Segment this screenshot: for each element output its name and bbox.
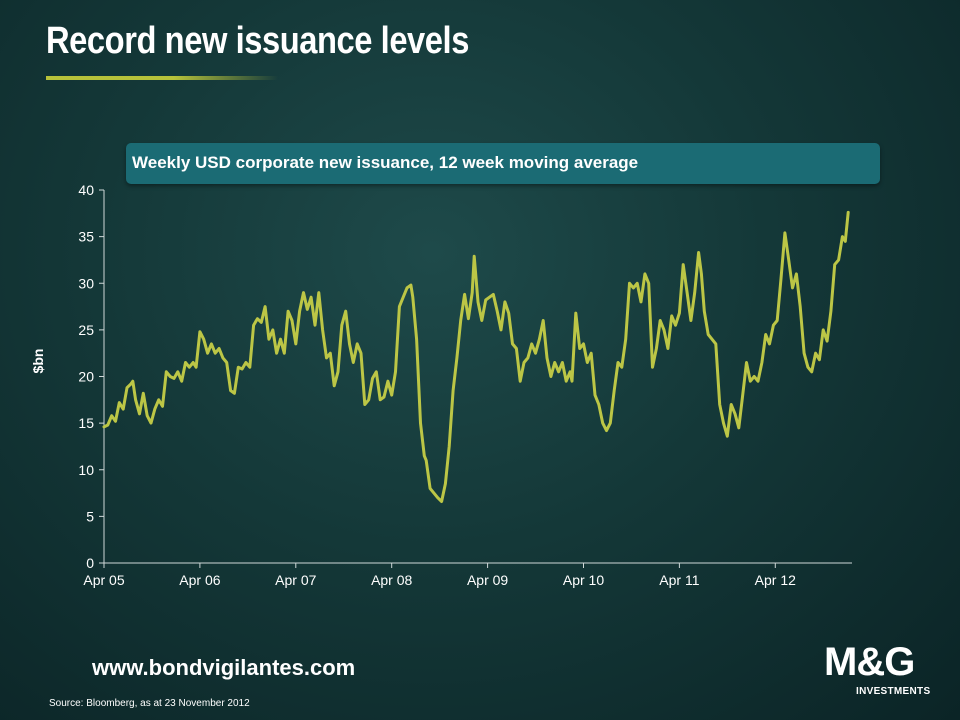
- title-underline: [46, 76, 278, 80]
- x-tick-label: Apr 07: [275, 572, 316, 588]
- x-tick-label: Apr 10: [563, 572, 604, 588]
- x-ticks: Apr 05 Apr 06 Apr 07 Apr 08 Apr 09 Apr 10 Apr …: [83, 563, 796, 588]
- y-ticks: 0 5 10 15 20 25 30 35 40: [78, 182, 104, 571]
- y-tick-label: 10: [78, 462, 94, 478]
- x-tick-label: Apr 06: [179, 572, 220, 588]
- y-tick-label: 40: [78, 182, 94, 198]
- x-tick-label: Apr 12: [755, 572, 796, 588]
- x-tick-label: Apr 05: [83, 572, 124, 588]
- y-tick-label: 30: [78, 275, 94, 291]
- website-url[interactable]: www.bondvigilantes.com: [92, 655, 356, 680]
- mg-investments-logo: M&G INVESTMENTS: [824, 640, 938, 702]
- x-tick-label: Apr 11: [659, 572, 699, 588]
- y-tick-label: 25: [78, 322, 94, 338]
- chart-axes: [103, 190, 852, 564]
- page-title: Record new issuance levels: [46, 20, 469, 62]
- series-line: [102, 210, 850, 503]
- y-tick-label: 35: [78, 229, 94, 245]
- source-note: Source: Bloomberg, as at 23 November 201…: [49, 698, 250, 709]
- y-tick-label: 20: [78, 369, 94, 385]
- logo-sub-text: INVESTMENTS: [856, 686, 931, 697]
- x-tick-label: Apr 09: [467, 572, 508, 588]
- x-tick-label: Apr 08: [371, 572, 412, 588]
- chart-title: Weekly USD corporate new issuance, 12 we…: [132, 153, 639, 172]
- y-tick-label: 15: [78, 415, 94, 431]
- chart-title-box: Weekly USD corporate new issuance, 12 we…: [126, 143, 880, 184]
- y-tick-label: 5: [86, 508, 94, 524]
- y-tick-label: 0: [86, 555, 94, 571]
- y-axis-label: $bn: [30, 349, 46, 374]
- logo-main-text: M&G: [824, 640, 915, 684]
